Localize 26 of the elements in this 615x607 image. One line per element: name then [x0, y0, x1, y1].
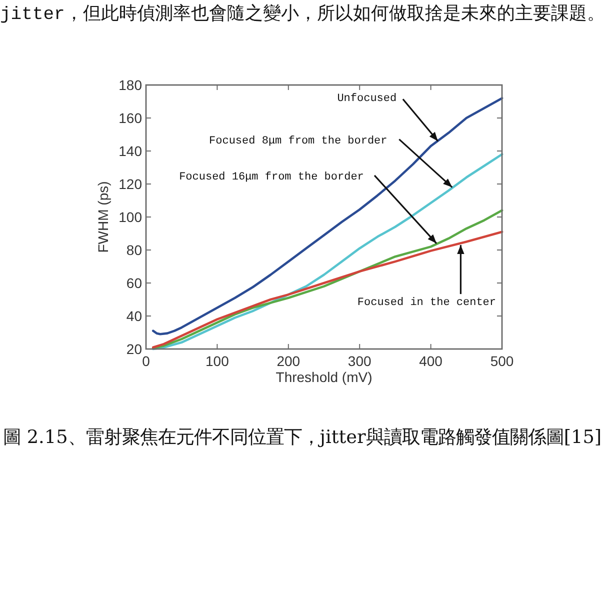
x-tick-label: 100 [206, 353, 230, 369]
line-series [152, 153, 504, 350]
y-tick-label: 20 [126, 341, 142, 357]
y-axis-title: FWHM (ps) [95, 181, 111, 253]
y-tick-label: 160 [118, 110, 142, 126]
y-tick-label: 120 [118, 176, 142, 192]
x-tick-label: 400 [419, 353, 443, 369]
text: jitter，但此時偵測率也會隨之變小，所以如何做取捨是未來的主要課題。 [0, 3, 605, 25]
x-tick-label: 500 [490, 353, 514, 369]
y-tick-label: 60 [126, 275, 142, 291]
annotation: Focused 8μm from the border [209, 135, 388, 148]
line-series [152, 209, 504, 350]
annotation: Focused 16μm from the border [179, 171, 364, 184]
annotation: Focused in the center [357, 297, 496, 310]
x-axis-title: Threshold (mV) [276, 369, 372, 385]
y-tick-label: 140 [118, 143, 142, 159]
y-tick-label: 100 [118, 209, 142, 225]
x-tick-label: 0 [142, 353, 150, 369]
caption: 圖 2.15、雷射聚焦在元件不同位置下，jitter與讀取電路觸發值關係圖[15] [3, 427, 602, 448]
x-tick-label: 300 [348, 353, 372, 369]
y-tick-label: 180 [118, 77, 142, 93]
y-tick-label: 40 [126, 308, 142, 324]
y-tick-label: 80 [126, 242, 142, 258]
x-tick-label: 200 [276, 353, 300, 369]
line-series [152, 230, 504, 348]
annotation: Unfocused [337, 93, 397, 106]
